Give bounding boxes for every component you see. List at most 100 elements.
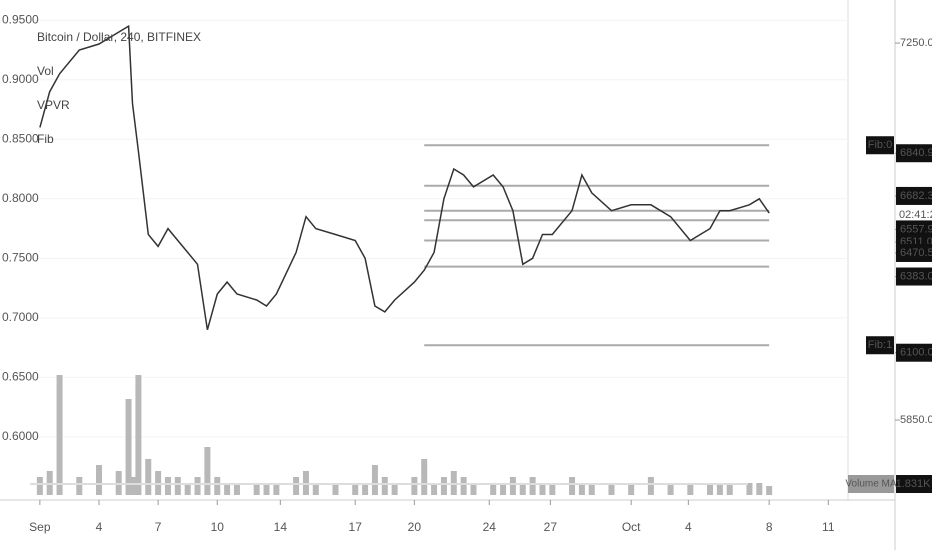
- volume-bar: [539, 483, 546, 495]
- countdown: 02:41:20: [899, 209, 932, 221]
- volume-bar: [164, 477, 171, 495]
- volume-bar: [36, 477, 43, 495]
- y-tick-label: 0.9500: [2, 12, 39, 26]
- volume-bar: [431, 483, 438, 495]
- volume-bar: [145, 459, 152, 495]
- volume-bar: [588, 483, 595, 495]
- volume-bar: [214, 477, 221, 495]
- volume-bar: [411, 477, 418, 495]
- x-tick-label: 8: [766, 520, 773, 534]
- y-tick-label: 0.8000: [2, 191, 39, 205]
- volume-bar: [460, 477, 467, 495]
- volume-bar: [391, 483, 398, 495]
- volume-bar: [293, 477, 300, 495]
- volume-bar: [529, 477, 536, 495]
- volume-bar: [253, 483, 260, 495]
- volume-bar: [76, 477, 83, 495]
- volume-bar: [608, 483, 615, 495]
- x-tick-label: 24: [483, 520, 497, 534]
- volume-bar: [155, 471, 162, 495]
- volume-bar: [184, 483, 191, 495]
- volume-bar: [500, 483, 507, 495]
- volume-ma-value-box: [896, 475, 932, 494]
- volume-bar: [716, 483, 723, 495]
- y2-label-box: [896, 243, 932, 262]
- volume-bar: [302, 471, 309, 495]
- volume-bar: [578, 483, 585, 495]
- legend-entry: Fib: [37, 132, 54, 146]
- y2-tick-label: 7250.0: [900, 37, 932, 49]
- volume-bar: [647, 477, 654, 495]
- y2-tick-label: 6100.0: [900, 347, 932, 359]
- volume-bar: [194, 477, 201, 495]
- volume-bar: [135, 375, 142, 495]
- volume-bar: [115, 471, 122, 495]
- volume-bar: [756, 483, 763, 495]
- fib-label: Fib:1: [868, 339, 892, 351]
- volume-bar: [470, 483, 477, 495]
- x-tick-label: 4: [96, 520, 103, 534]
- y-tick-label: 0.6500: [2, 370, 39, 384]
- y2-tick-label: 6557.9: [900, 223, 932, 235]
- volume-bar: [687, 483, 694, 495]
- y2-tick-label: 5850.0: [900, 414, 932, 426]
- fib-label-box: [866, 336, 894, 355]
- legend-entry: VPVR: [37, 98, 70, 112]
- price-line: [39, 24, 770, 330]
- volume-bar: [233, 483, 240, 495]
- y-tick-label: 0.9000: [2, 72, 39, 86]
- y2-label-box: [896, 267, 932, 286]
- volume-bar: [204, 447, 211, 495]
- y-tick-label: 0.7500: [2, 251, 39, 265]
- y-tick-label: 0.8500: [2, 131, 39, 145]
- volume-bar: [628, 483, 635, 495]
- volume-bar: [707, 483, 714, 495]
- volume-bar: [95, 465, 102, 495]
- volume-bar: [519, 483, 526, 495]
- volume-ma-box: [848, 475, 894, 494]
- fib-label-box: [866, 136, 894, 155]
- y2-tick-label: 6840.9: [900, 147, 932, 159]
- x-tick-label: 17: [349, 520, 363, 534]
- y-tick-label: 0.6000: [2, 429, 39, 443]
- volume-bar: [549, 483, 556, 495]
- volume-bar: [125, 399, 132, 495]
- volume-bar: [726, 483, 733, 495]
- legend-entry: Vol: [37, 64, 54, 78]
- volume-bar: [509, 477, 516, 495]
- volume-bar: [490, 483, 497, 495]
- volume-bar: [263, 483, 270, 495]
- y2-tick-label: 6682.3: [900, 190, 932, 202]
- volume-bar: [362, 483, 369, 495]
- volume-ma-value: 1.831K: [896, 478, 932, 490]
- x-tick-label: 7: [155, 520, 162, 534]
- legend-entry: Bitcoin / Dollar, 240, BITFINEX: [37, 30, 201, 44]
- y2-label-box: [896, 343, 932, 362]
- y2-tick-label: 6470.5: [900, 247, 932, 259]
- volume-bar: [421, 459, 428, 495]
- y2-label-box: [896, 186, 932, 205]
- x-tick-label: Oct: [622, 520, 641, 534]
- volume-bar: [746, 483, 753, 495]
- y2-label-box: [896, 144, 932, 163]
- volume-bar: [273, 483, 280, 495]
- x-tick-label: 4: [685, 520, 692, 534]
- x-tick-label: 14: [274, 520, 288, 534]
- x-tick-label: 10: [211, 520, 225, 534]
- volume-bar: [46, 471, 53, 495]
- y-tick-label: 0.7000: [2, 310, 39, 324]
- volume-bar: [129, 477, 136, 495]
- volume-bar: [352, 483, 359, 495]
- volume-bar: [174, 477, 181, 495]
- volume-bar: [332, 483, 339, 495]
- volume-bar: [667, 483, 674, 495]
- fib-label: Fib:0: [868, 139, 892, 151]
- x-tick-label: 20: [408, 520, 422, 534]
- y2-tick-label: 6383.0: [900, 270, 932, 282]
- volume-bar: [56, 375, 63, 495]
- volume-bar: [450, 471, 457, 495]
- volume-bar: [381, 477, 388, 495]
- volume-ma-title: Volume MA: [845, 479, 896, 490]
